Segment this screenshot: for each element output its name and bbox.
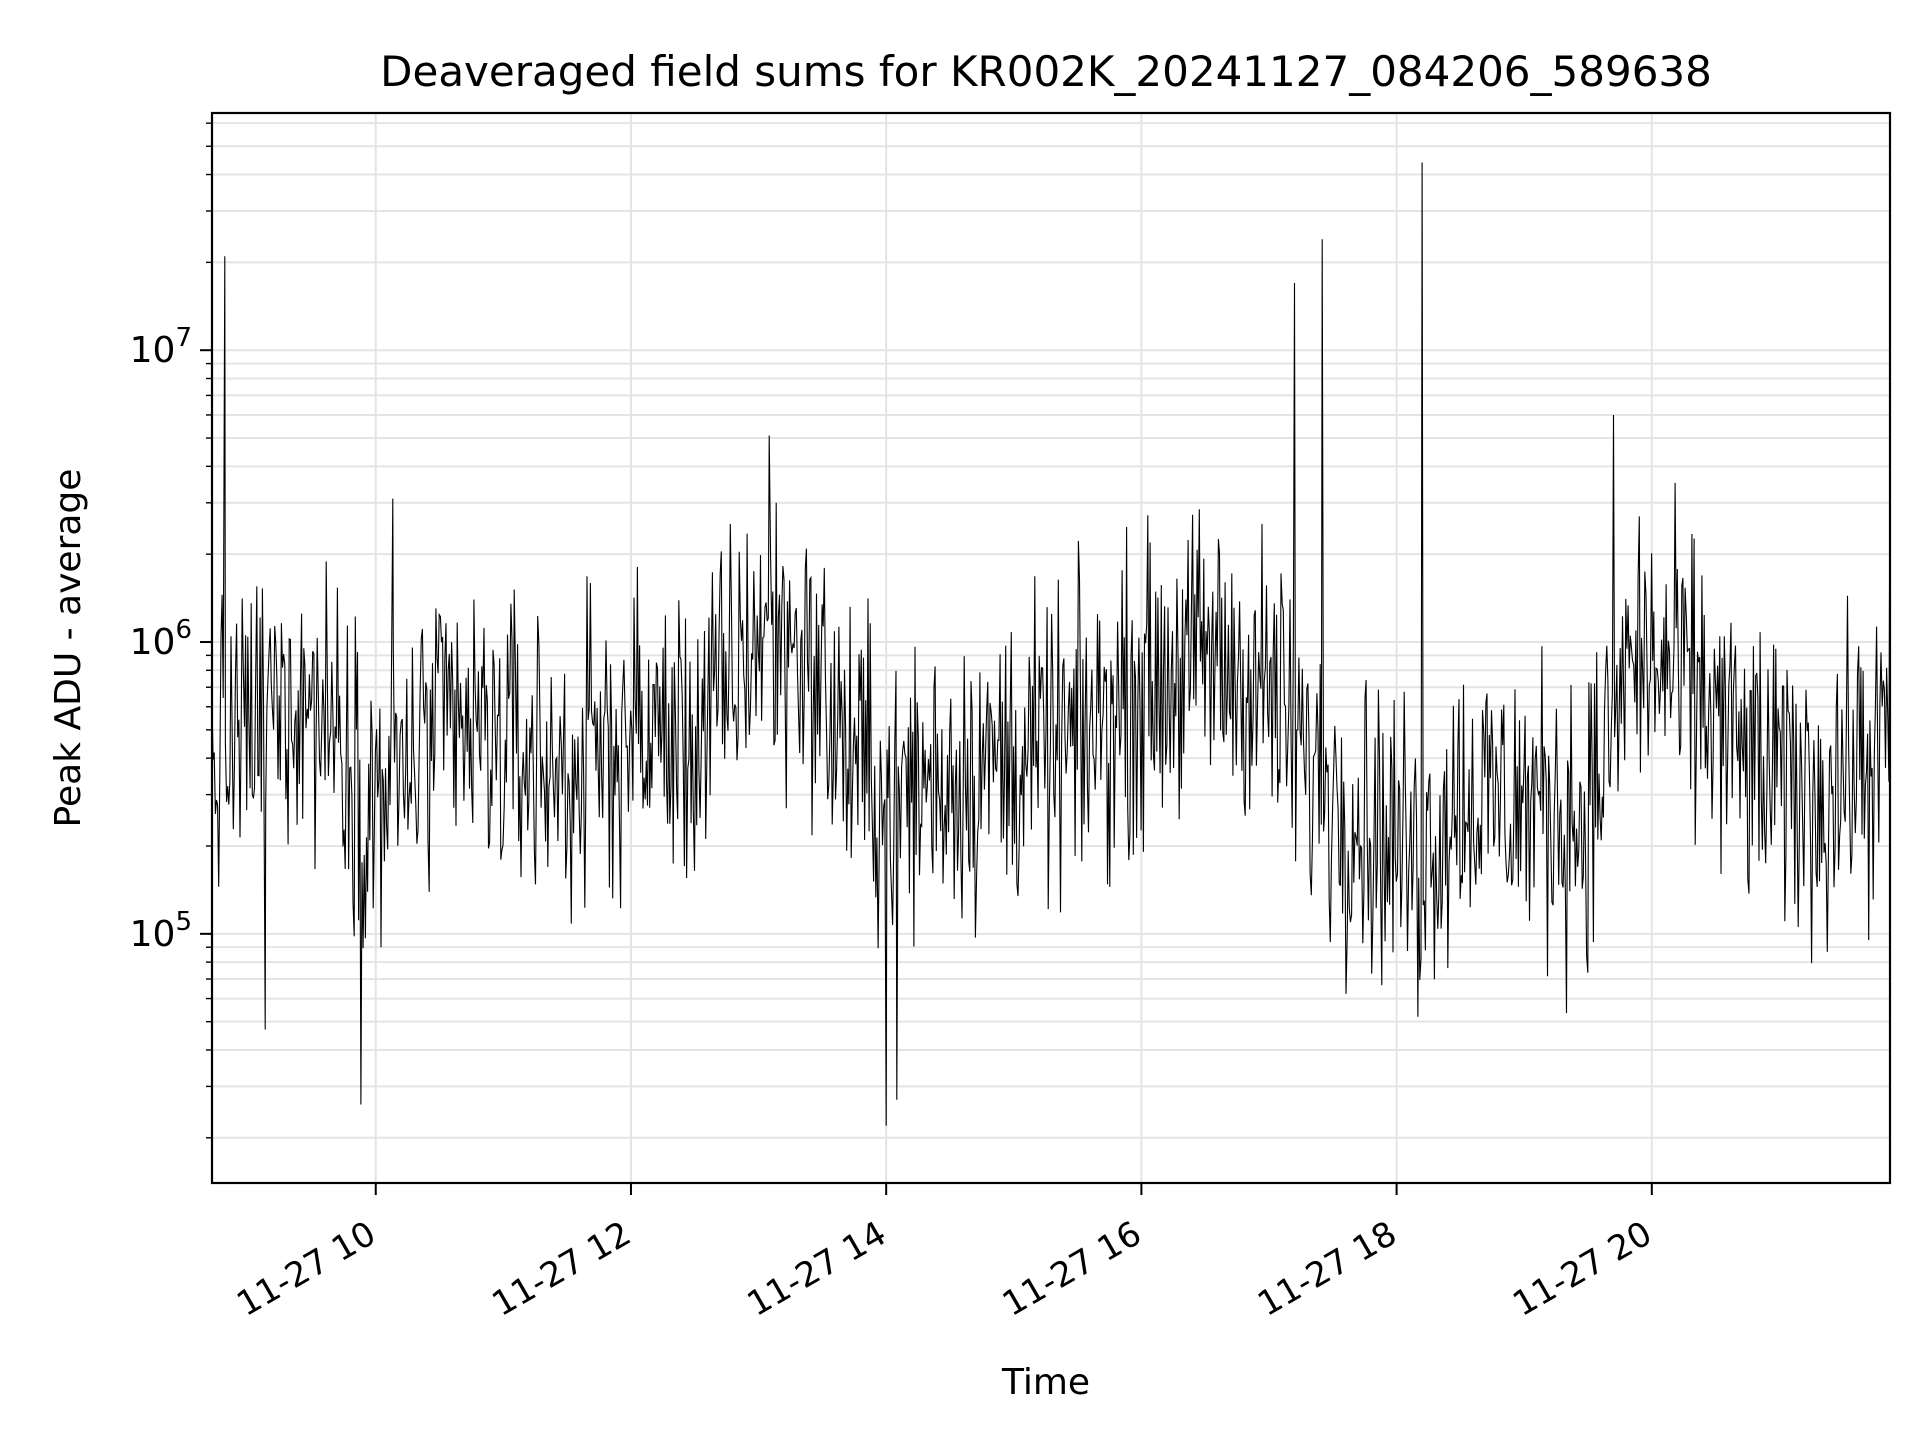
y-tick-label-base: 10 [130,622,176,663]
x-axis-label: Time [1001,1362,1090,1403]
y-tick-label-exponent: 5 [175,907,192,937]
plot-frame [210,111,1892,1185]
y-tick-label-exponent: 6 [175,615,192,645]
y-tick-label-exponent: 7 [175,323,192,353]
y-tick-label: 105 [130,907,192,955]
y-tick-label-base: 10 [130,330,176,371]
chart-title: Deaveraged field sums for KR002K_2024112… [380,47,1712,96]
series-line [211,162,1891,1126]
y-tick-label: 107 [130,323,192,371]
y-tick-label: 106 [130,615,192,663]
y-tick-label-base: 10 [130,914,176,955]
y-axis-label: Peak ADU - average [48,469,89,828]
series-layer [211,162,1891,1126]
